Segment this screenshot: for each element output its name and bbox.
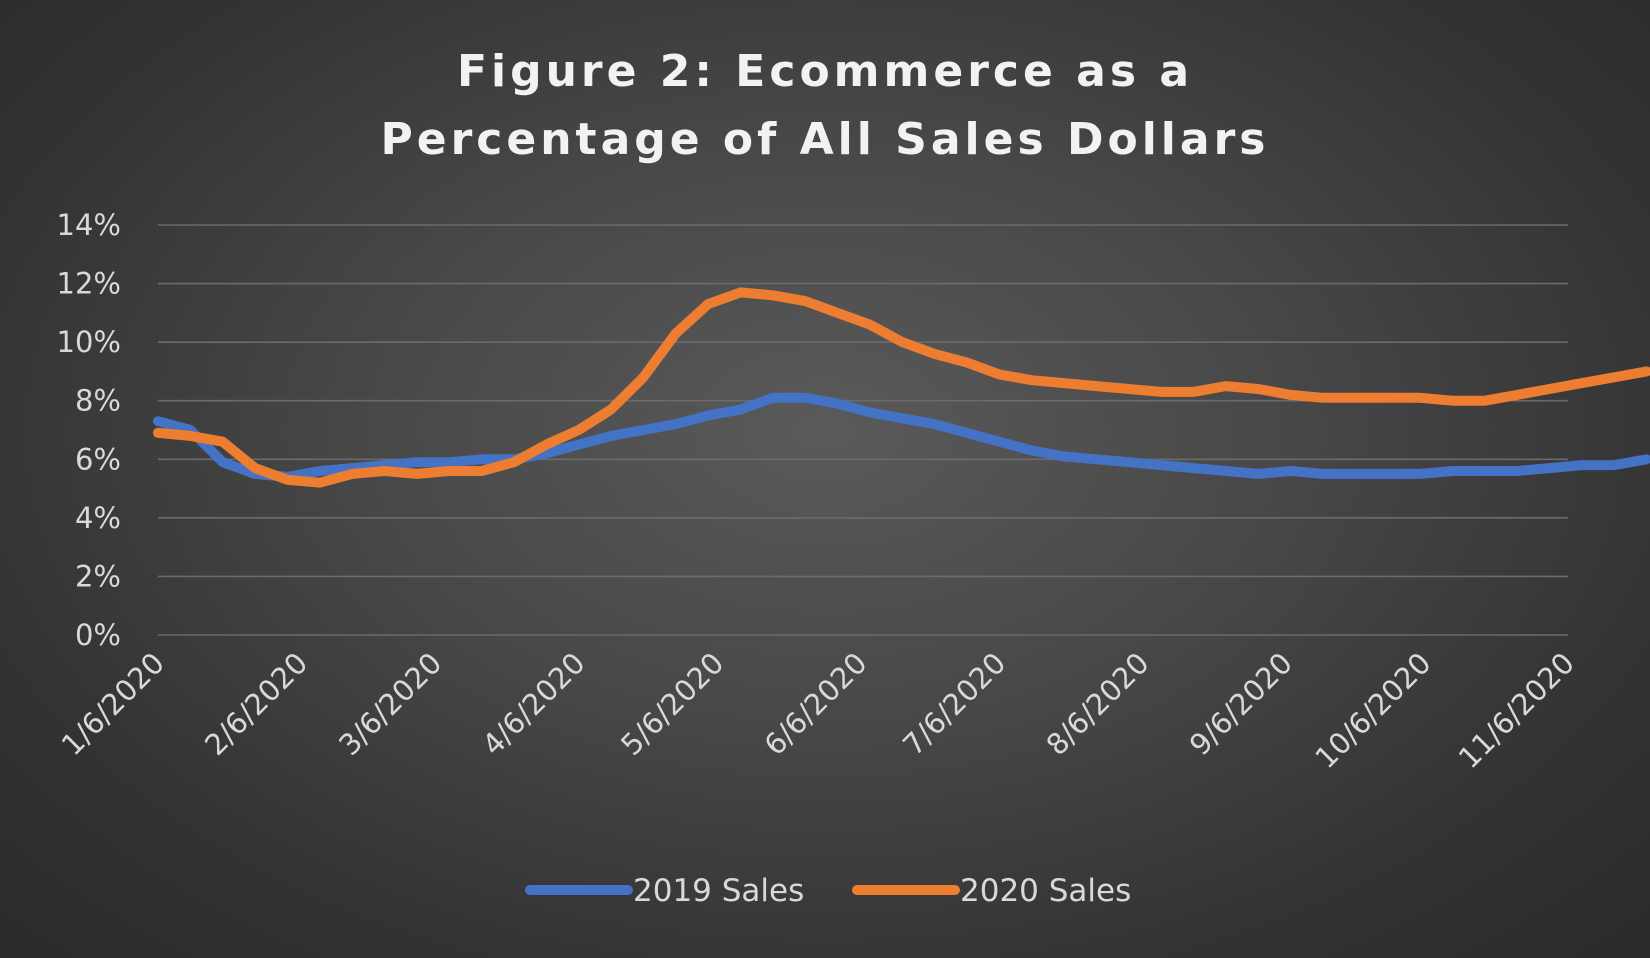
x-tick-label: 8/6/2020 [1039,646,1155,762]
series-lines [153,287,1650,488]
y-tick-label: 0% [75,618,121,652]
x-tick-label: 5/6/2020 [614,646,730,762]
y-tick-label: 6% [75,442,121,476]
x-tick-label: 2/6/2020 [198,646,314,762]
y-tick-label: 8% [75,384,121,418]
x-tick-label: 4/6/2020 [475,646,591,762]
legend-label: 2020 Sales [960,873,1131,909]
x-tick-label: 3/6/2020 [332,646,448,762]
chart-title-line-2: Percentage of All Sales Dollars [381,114,1270,165]
y-tick-label: 12% [57,267,121,301]
x-tick-label: 9/6/2020 [1183,646,1299,762]
legend-label: 2019 Sales [633,873,804,909]
series-line-2019-sales [153,392,1650,482]
gridlines [158,224,1568,636]
x-tick-label: 11/6/2020 [1452,646,1581,775]
x-axis-tick-labels: 1/6/2020 2/6/2020 3/6/2020 4/6/2020 5/6/2020… [55,646,1581,775]
x-tick-label: 1/6/2020 [55,646,171,762]
y-axis-tick-labels: 0% 2% 4% 6% 8% 10% 12% 14% [57,208,121,652]
chart-title-line-1: Figure 2: Ecommerce as a [457,46,1193,97]
y-tick-label: 14% [57,208,121,242]
x-tick-label: 7/6/2020 [896,646,1012,762]
x-tick-label: 6/6/2020 [757,646,873,762]
series-line-2020-sales [153,287,1650,488]
y-tick-label: 4% [75,501,121,535]
y-tick-label: 2% [75,559,121,593]
legend: 2019 Sales 2020 Sales [525,873,1131,909]
y-tick-label: 10% [57,325,121,359]
x-tick-label: 10/6/2020 [1308,646,1437,775]
